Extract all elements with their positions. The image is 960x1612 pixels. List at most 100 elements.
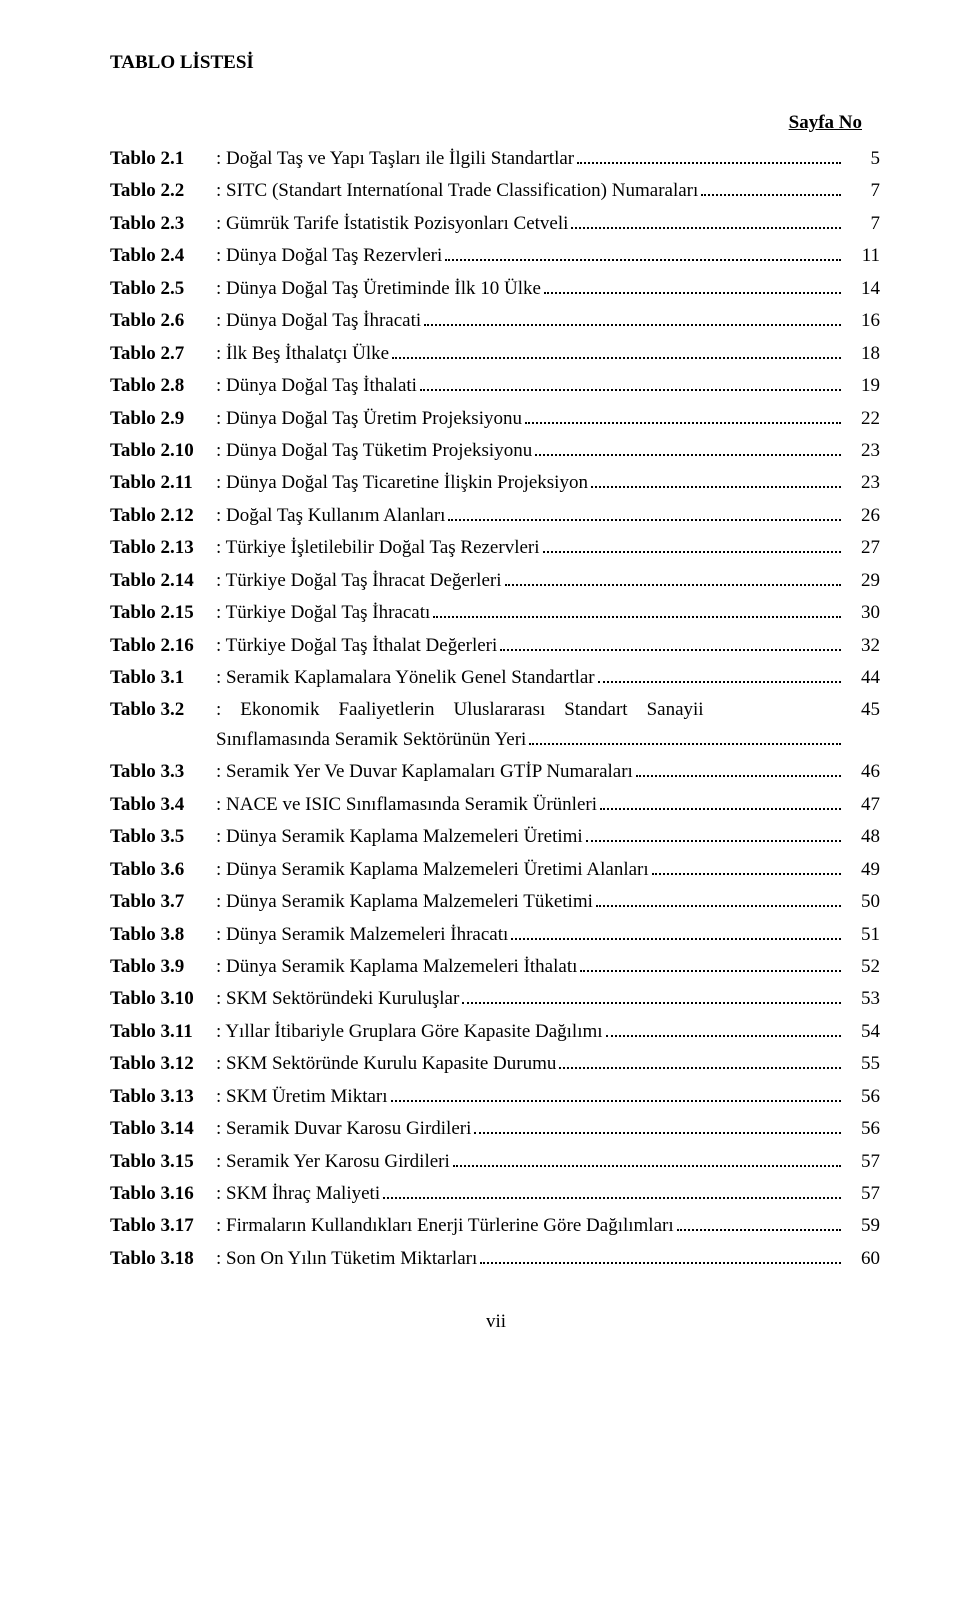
toc-description: : Yıllar İtibariyle Gruplara Göre Kapasi… bbox=[216, 1017, 882, 1046]
toc-description: : NACE ve ISIC Sınıflamasında Seramik Ür… bbox=[216, 790, 882, 819]
toc-label: Tablo 2.3 bbox=[110, 209, 216, 238]
toc-description: : Dünya Seramik Kaplama Malzemeleri Tüke… bbox=[216, 887, 882, 916]
leader-dots bbox=[445, 242, 841, 261]
toc-description: : Türkiye Doğal Taş İhracatı30 bbox=[216, 598, 882, 627]
toc-description: : İlk Beş İthalatçı Ülke18 bbox=[216, 339, 882, 368]
toc-description: : Dünya Seramik Malzemeleri İhracatı51 bbox=[216, 920, 882, 949]
toc-text: : SKM Üretim Miktarı bbox=[216, 1082, 388, 1111]
toc-text: : Doğal Taş ve Yapı Taşları ile İlgili S… bbox=[216, 144, 574, 173]
toc-row: Tablo 2.12: Doğal Taş Kullanım Alanları2… bbox=[110, 501, 882, 530]
toc-row: Tablo 3.3: Seramik Yer Ve Duvar Kaplamal… bbox=[110, 757, 882, 786]
toc-page: 54 bbox=[844, 1017, 882, 1046]
toc-text: : Doğal Taş Kullanım Alanları bbox=[216, 501, 445, 530]
toc-label: Tablo 3.16 bbox=[110, 1179, 216, 1208]
toc-page: 44 bbox=[844, 663, 882, 692]
toc-label: Tablo 2.7 bbox=[110, 339, 216, 368]
toc-page: 52 bbox=[844, 952, 882, 981]
leader-dots bbox=[420, 372, 841, 391]
toc-page: 53 bbox=[844, 984, 882, 1013]
toc-page: 45 bbox=[844, 695, 882, 724]
toc-text: : Dünya Seramik Kaplama Malzemeleri Tüke… bbox=[216, 887, 593, 916]
toc-label: Tablo 3.5 bbox=[110, 822, 216, 851]
leader-dots bbox=[505, 567, 842, 586]
leader-dots bbox=[586, 823, 841, 842]
leader-dots bbox=[636, 758, 841, 777]
leader-dots bbox=[529, 726, 841, 745]
toc-description: : Dünya Seramik Kaplama Malzemeleri Üret… bbox=[216, 822, 882, 851]
leader-dots bbox=[535, 437, 841, 456]
toc-label: Tablo 3.15 bbox=[110, 1147, 216, 1176]
toc-row: Tablo 2.15: Türkiye Doğal Taş İhracatı30 bbox=[110, 598, 882, 627]
toc-description: : Dünya Seramik Kaplama Malzemeleri İtha… bbox=[216, 952, 882, 981]
toc-label: Tablo 2.2 bbox=[110, 176, 216, 205]
toc-description: : Dünya Seramik Kaplama Malzemeleri Üret… bbox=[216, 855, 882, 884]
toc-description: : Dünya Doğal Taş Üretiminde İlk 10 Ülke… bbox=[216, 274, 882, 303]
toc-page: 47 bbox=[844, 790, 882, 819]
toc-description: : Türkiye Doğal Taş İhracat Değerleri29 bbox=[216, 566, 882, 595]
leader-dots bbox=[701, 177, 841, 196]
toc-page: 49 bbox=[844, 855, 882, 884]
toc-row: Tablo 3.13: SKM Üretim Miktarı56 bbox=[110, 1082, 882, 1111]
toc-label: Tablo 2.14 bbox=[110, 566, 216, 595]
toc-text: : Türkiye İşletilebilir Doğal Taş Rezerv… bbox=[216, 533, 540, 562]
toc-page: 22 bbox=[844, 404, 882, 433]
toc-row: Tablo 3.12: SKM Sektöründe Kurulu Kapasi… bbox=[110, 1049, 882, 1078]
toc-page: 48 bbox=[844, 822, 882, 851]
toc-text: : SKM Sektöründeki Kuruluşlar bbox=[216, 984, 459, 1013]
toc-text: : Gümrük Tarife İstatistik Pozisyonları … bbox=[216, 209, 568, 238]
toc-label: Tablo 2.8 bbox=[110, 371, 216, 400]
leader-dots bbox=[652, 856, 841, 875]
toc-row: Tablo 2.3: Gümrük Tarife İstatistik Pozi… bbox=[110, 209, 882, 238]
leader-dots bbox=[424, 307, 841, 326]
toc-page: 51 bbox=[844, 920, 882, 949]
toc-label: Tablo 3.4 bbox=[110, 790, 216, 819]
toc-text: : Dünya Seramik Kaplama Malzemeleri Üret… bbox=[216, 822, 583, 851]
toc-description: : Gümrük Tarife İstatistik Pozisyonları … bbox=[216, 209, 882, 238]
toc-description: : Seramik Yer Karosu Girdileri57 bbox=[216, 1147, 882, 1176]
toc-row: Tablo 2.6: Dünya Doğal Taş İhracati16 bbox=[110, 306, 882, 335]
toc-description: : Seramik Kaplamalara Yönelik Genel Stan… bbox=[216, 663, 882, 692]
toc-page: 57 bbox=[844, 1179, 882, 1208]
toc-page: 50 bbox=[844, 887, 882, 916]
toc-text: : Dünya Seramik Kaplama Malzemeleri Üret… bbox=[216, 855, 649, 884]
toc-text: : Firmaların Kullandıkları Enerji Türler… bbox=[216, 1211, 674, 1240]
leader-dots bbox=[606, 1018, 841, 1037]
toc-page: 7 bbox=[844, 176, 882, 205]
toc-row: Tablo 2.13: Türkiye İşletilebilir Doğal … bbox=[110, 533, 882, 562]
toc-label: Tablo 3.3 bbox=[110, 757, 216, 786]
toc-text: : Dünya Doğal Taş Üretim Projeksiyonu bbox=[216, 404, 522, 433]
toc-label: Tablo 3.17 bbox=[110, 1211, 216, 1240]
table-of-contents: Tablo 2.1: Doğal Taş ve Yapı Taşları ile… bbox=[110, 144, 882, 1273]
toc-label: Tablo 3.6 bbox=[110, 855, 216, 884]
toc-text: : Dünya Seramik Kaplama Malzemeleri İtha… bbox=[216, 952, 577, 981]
toc-text: : NACE ve ISIC Sınıflamasında Seramik Ür… bbox=[216, 790, 597, 819]
toc-text: : SKM Sektöründe Kurulu Kapasite Durumu bbox=[216, 1049, 556, 1078]
toc-description: : Seramik Duvar Karosu Girdileri56 bbox=[216, 1114, 882, 1143]
toc-row: Tablo 3.2: Ekonomik Faaliyetlerin Ulusla… bbox=[110, 695, 882, 754]
toc-label: Tablo 2.6 bbox=[110, 306, 216, 335]
toc-description: : Dünya Doğal Taş İthalati19 bbox=[216, 371, 882, 400]
leader-dots bbox=[453, 1147, 841, 1166]
toc-label: Tablo 3.8 bbox=[110, 920, 216, 949]
toc-text: Sınıflamasında Seramik Sektörünün Yeri bbox=[216, 725, 526, 754]
leader-dots bbox=[462, 985, 841, 1004]
toc-page: 56 bbox=[844, 1114, 882, 1143]
toc-text: : Dünya Doğal Taş Üretiminde İlk 10 Ülke bbox=[216, 274, 541, 303]
toc-page: 23 bbox=[844, 468, 882, 497]
toc-description: : Ekonomik Faaliyetlerin Uluslararası St… bbox=[216, 695, 882, 754]
toc-row: Tablo 3.18: Son On Yılın Tüketim Miktarl… bbox=[110, 1244, 882, 1273]
toc-text: : Türkiye Doğal Taş İhracat Değerleri bbox=[216, 566, 502, 595]
toc-page: 5 bbox=[844, 144, 882, 173]
toc-label: Tablo 3.2 bbox=[110, 695, 216, 724]
toc-row: Tablo 3.4: NACE ve ISIC Sınıflamasında S… bbox=[110, 790, 882, 819]
toc-label: Tablo 2.4 bbox=[110, 241, 216, 270]
page-title: TABLO LİSTESİ bbox=[110, 52, 882, 74]
page-number: vii bbox=[110, 1311, 882, 1333]
toc-description: : SKM Sektöründeki Kuruluşlar 53 bbox=[216, 984, 882, 1013]
toc-page: 18 bbox=[844, 339, 882, 368]
toc-row: Tablo 3.16: SKM İhraç Maliyeti57 bbox=[110, 1179, 882, 1208]
toc-description: : SKM Sektöründe Kurulu Kapasite Durumu5… bbox=[216, 1049, 882, 1078]
toc-label: Tablo 2.9 bbox=[110, 404, 216, 433]
toc-label: Tablo 3.1 bbox=[110, 663, 216, 692]
toc-page: 32 bbox=[844, 631, 882, 660]
